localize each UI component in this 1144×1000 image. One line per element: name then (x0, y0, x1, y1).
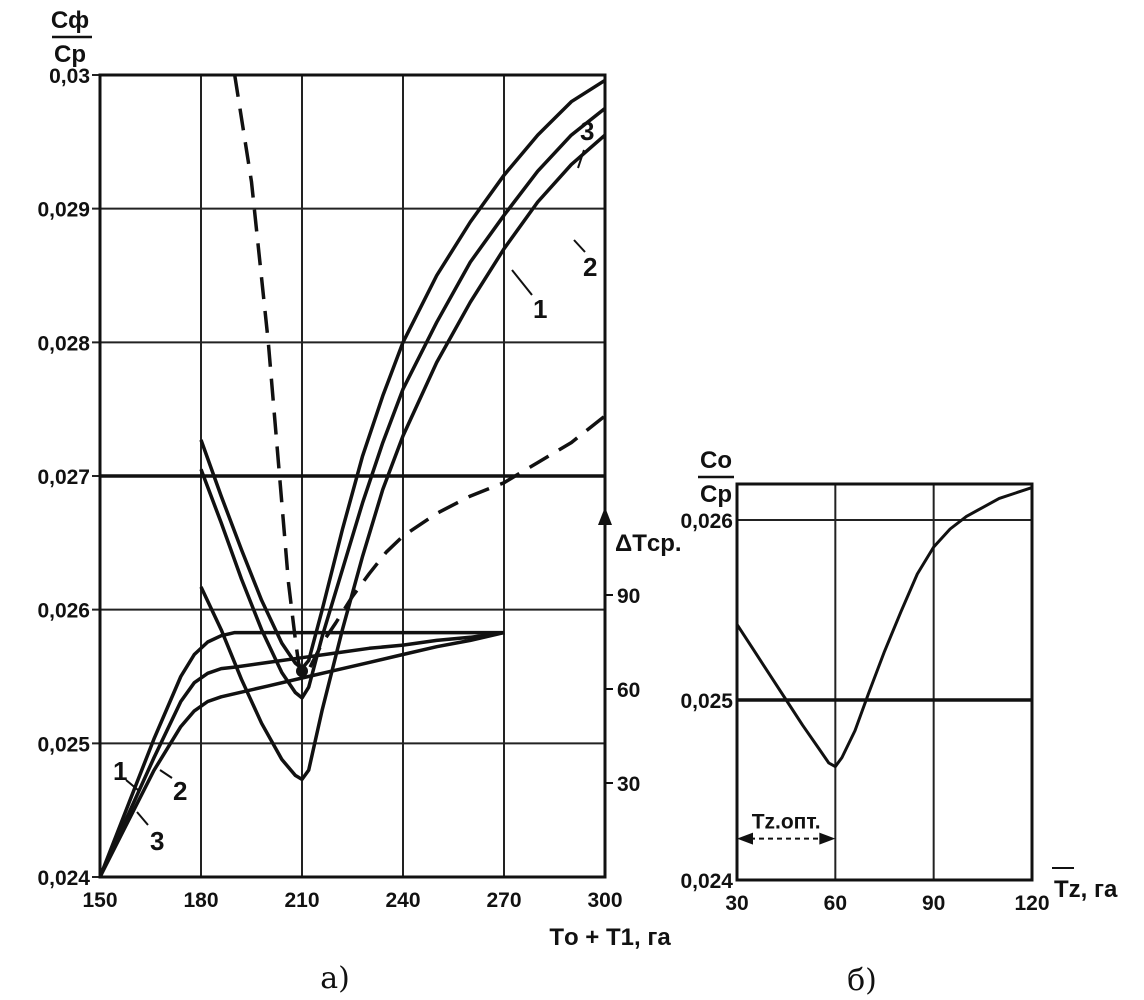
right-axis-series-label: 3 (150, 826, 164, 856)
x-tick-label: 60 (824, 892, 847, 915)
chart-caption: а) (320, 961, 350, 996)
series-label-leader (577, 149, 585, 169)
chart-caption: б) (847, 963, 877, 998)
annotation-arrowhead-right (819, 832, 836, 845)
y-axis-label-denominator: Cр (54, 41, 86, 68)
x-axis-label: Tо + T1, га (549, 924, 671, 951)
right-axis-label: ΔTср. (615, 530, 682, 557)
series-end-label: 3 (580, 116, 594, 146)
series-end-label: 2 (583, 252, 597, 282)
x-tick-label: 150 (82, 889, 117, 912)
y-tick-label: 0,024 (680, 870, 733, 893)
right-axis-series-label: 2 (173, 776, 187, 806)
right-axis-arrow (598, 507, 612, 525)
y-axis-label-denominator: Cр (700, 481, 732, 508)
series-line (735, 486, 1033, 769)
series-label-leader (511, 269, 533, 296)
series-end-label: 1 (533, 294, 547, 324)
right-axis-tick-label: 90 (617, 585, 640, 608)
y-tick-label: 0,025 (680, 690, 733, 713)
y-tick-label: 0,027 (37, 466, 90, 489)
series-label-leader (573, 239, 586, 253)
right-axis-tick-label: 60 (617, 679, 640, 702)
y-tick-label: 0,029 (37, 199, 90, 222)
series-label-leader (136, 811, 149, 826)
x-tick-label: 270 (486, 889, 521, 912)
y-axis-label-numerator: Cо (700, 447, 732, 474)
right-axis-series-line-1 (98, 630, 504, 878)
right-axis-tick-label: 30 (617, 773, 640, 796)
right-axis-series-line-2 (98, 630, 505, 878)
annotation-arrowhead-left (737, 832, 753, 845)
x-axis-label: Tz, га (1054, 876, 1118, 903)
y-tick-label: 0,03 (49, 65, 90, 88)
y-tick-label: 0,026 (680, 510, 733, 533)
x-tick-label: 120 (1014, 892, 1049, 915)
series-line-2 (199, 133, 607, 782)
x-tick-label: 180 (183, 889, 218, 912)
x-tick-label: 240 (385, 889, 420, 912)
plot-frame (735, 482, 1034, 882)
annotation-label: Tz.опт. (752, 811, 821, 834)
series-line-dashed (232, 74, 607, 675)
series-label-leader (125, 779, 139, 791)
y-tick-label: 0,024 (37, 867, 90, 890)
x-tick-label: 30 (725, 892, 748, 915)
x-tick-label: 300 (587, 889, 622, 912)
series-line-3 (199, 78, 606, 671)
series-label-leader (159, 769, 173, 779)
right-axis-series-label: 1 (113, 756, 127, 786)
y-tick-label: 0,026 (37, 600, 90, 623)
chart-b: 30 60 90 120 0,024 0,025 0,026 Cо Cр Tz, га б) Tz.о… (680, 447, 1118, 998)
x-tick-label: 210 (284, 889, 319, 912)
chart-a: 150 180 210 240 270 300 0,024 0,025 0,026 0,027 0,… (37, 7, 681, 996)
x-tick-label: 90 (922, 892, 945, 915)
y-tick-label: 0,025 (37, 733, 90, 756)
y-tick-label: 0,028 (37, 332, 90, 355)
series-line-1 (199, 107, 607, 700)
right-axis-series-line-3 (98, 630, 505, 878)
minimum-point (296, 665, 308, 678)
y-axis-label-numerator: Cф (51, 7, 89, 34)
